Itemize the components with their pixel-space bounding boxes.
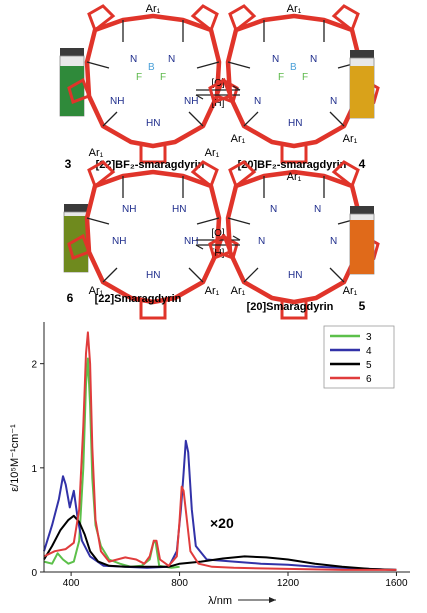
atom-label-3-d: F bbox=[136, 72, 142, 83]
atom-label-6-d: NH bbox=[184, 236, 198, 247]
oxidant-label-bottom: [O] bbox=[211, 228, 225, 239]
atom-label-3-b: B bbox=[148, 62, 155, 73]
compound-name-6: [22]Smaragdyrin bbox=[95, 293, 182, 305]
atom-label-3-e: F bbox=[160, 72, 166, 83]
atom-label-4-g: N bbox=[330, 96, 337, 107]
legend-label-5: 5 bbox=[366, 360, 372, 371]
compound-number-5: 5 bbox=[359, 299, 366, 313]
x-axis-label: λ/nm bbox=[208, 595, 232, 607]
atom-label-6-e: HN bbox=[146, 270, 160, 281]
compound-name-4: [20]BF₂-smaragdyrin bbox=[238, 159, 347, 171]
legend-label-6: 6 bbox=[366, 374, 372, 385]
meso-label-6-right: Ar₁ bbox=[205, 285, 220, 297]
compound-name-3: [22]BF₂-smaragdyrin bbox=[96, 159, 205, 171]
series-line-5 bbox=[43, 514, 397, 571]
atom-label-4-b: B bbox=[290, 62, 297, 73]
x-axis-arrow bbox=[238, 597, 276, 603]
x-tick-label: 400 bbox=[63, 578, 80, 589]
y-tick-label: 2 bbox=[31, 360, 37, 371]
atom-label-5-c: HN bbox=[288, 270, 302, 281]
meso-label-3-right: Ar₁ bbox=[205, 147, 220, 159]
y-tick-label: 1 bbox=[31, 464, 37, 475]
meso-label-3-left: Ar₁ bbox=[89, 147, 104, 159]
meso-label-4-left: Ar₁ bbox=[231, 133, 246, 145]
scheme-22-bf2-smaragdyrin: Ar₁ Ar₁ Ar₁ N B N F F NH NH HN 3 [22]BF₂… bbox=[59, 3, 237, 171]
atom-label-4-e: F bbox=[302, 72, 308, 83]
atom-label-3-g: NH bbox=[184, 96, 198, 107]
atom-label-3-a: N bbox=[130, 54, 137, 65]
scheme-20-smaragdyrin: Ar₁ Ar₁ Ar₁ Ar₁ N N HN N N [20]Smaragdyr… bbox=[210, 159, 378, 318]
atom-label-4-f: N bbox=[254, 96, 261, 107]
scheme-20-bf2-smaragdyrin: Ar₁ Ar₁ Ar₁ N B N F F N N HN [20]BF₂-sma… bbox=[210, 3, 378, 171]
y-axis-label: ε/10⁵M⁻¹cm⁻¹ bbox=[9, 424, 21, 492]
compound-number-6: 6 bbox=[67, 291, 74, 305]
atom-label-5-b: N bbox=[258, 236, 265, 247]
atom-label-4-d: F bbox=[278, 72, 284, 83]
compound-name-5: [20]Smaragdyrin bbox=[247, 301, 334, 313]
atom-label-5-d: N bbox=[330, 236, 337, 247]
series-line-4 bbox=[43, 439, 397, 571]
legend-label-3: 3 bbox=[366, 332, 372, 343]
atom-label-5-a: N bbox=[270, 204, 277, 215]
meso-label-5-top-visible: Ar₁ bbox=[287, 171, 302, 183]
atom-label-4-h: HN bbox=[288, 118, 302, 129]
atom-label-3-f: NH bbox=[110, 96, 124, 107]
meso-label-4-top: Ar₁ bbox=[287, 3, 302, 15]
meso-label-5-right: Ar₁ bbox=[343, 285, 358, 297]
legend: 3 4 5 6 bbox=[323, 325, 395, 389]
atom-label-6-b: NH bbox=[112, 236, 126, 247]
reductant-label-bottom: [H] bbox=[212, 248, 225, 259]
series-line-6 bbox=[43, 331, 397, 571]
series-line-3 bbox=[43, 357, 180, 569]
x-tick-label: 1600 bbox=[385, 578, 408, 589]
x-tick-label: 800 bbox=[171, 578, 188, 589]
meso-label-5-left: Ar₁ bbox=[231, 285, 246, 297]
atom-label-6-a: NH bbox=[122, 204, 136, 215]
meso-label-4-right: Ar₁ bbox=[343, 133, 358, 145]
legend-label-4: 4 bbox=[366, 346, 372, 357]
vial-4-solution bbox=[350, 66, 374, 118]
vial-5 bbox=[349, 205, 375, 275]
vial-3-solution bbox=[60, 66, 84, 116]
scheme-22-smaragdyrin: Ar₁ Ar₁ NH NH HN NH HN 6 [22]Smaragdyrin bbox=[63, 162, 237, 318]
atom-label-3-c: N bbox=[168, 54, 175, 65]
vial-4 bbox=[349, 49, 375, 119]
atom-label-3-h: HN bbox=[146, 118, 160, 129]
y-tick-label: 0 bbox=[31, 568, 37, 579]
atom-label-4-c: N bbox=[310, 54, 317, 65]
reductant-label-top: [H] bbox=[212, 98, 225, 109]
meso-label-6-left: Ar₁ bbox=[89, 285, 104, 297]
compound-number-4: 4 bbox=[359, 157, 366, 171]
atom-label-6-c: HN bbox=[172, 204, 186, 215]
vial-5-solution bbox=[350, 220, 374, 274]
vial-3 bbox=[59, 47, 85, 117]
x-tick-label: 1200 bbox=[277, 578, 300, 589]
scale-annotation: ×20 bbox=[210, 515, 234, 531]
compound-number-3: 3 bbox=[65, 157, 72, 171]
atom-label-4-a: N bbox=[272, 54, 279, 65]
meso-label-3-top: Ar₁ bbox=[146, 3, 161, 15]
atom-label-5-e: N bbox=[314, 204, 321, 215]
